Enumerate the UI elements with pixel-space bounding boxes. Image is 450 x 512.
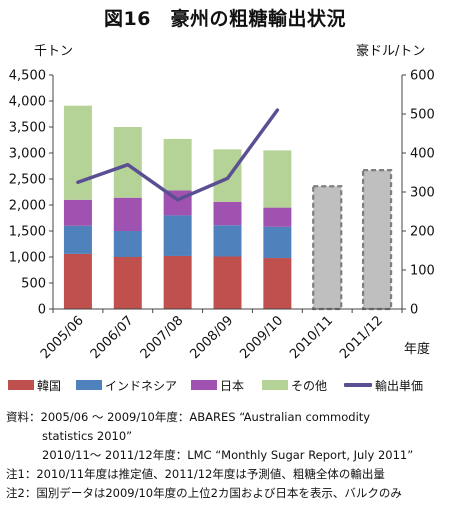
bar-indonesia-3 xyxy=(213,225,242,257)
right-tick-label-6: 600 xyxy=(410,69,435,84)
legend-item-others: その他 xyxy=(262,377,327,393)
left-tick-label-5: 2,500 xyxy=(9,173,46,188)
note-line-2: 注2：国別データは2009/10年度の上位2カ国および日本を表示、バルクのみ xyxy=(6,486,402,500)
source-line-3: 2010/11～ 2011/12年度：LMC “Monthly Sugar Re… xyxy=(42,448,414,462)
bar-korea-3 xyxy=(213,256,242,309)
legend-label-japan: 日本 xyxy=(220,378,245,393)
legend-label-korea: 韓国 xyxy=(37,378,62,393)
right-tick-label-1: 100 xyxy=(410,264,435,279)
bar-indonesia-0 xyxy=(63,225,92,254)
right-tick-label-5: 500 xyxy=(410,108,435,123)
price-line xyxy=(76,108,280,202)
x-tick-label-2: 2007/08 xyxy=(138,313,187,362)
left-tick-label-7: 3,500 xyxy=(9,121,46,136)
legend-swatch-price xyxy=(344,383,372,387)
bar-projected-5 xyxy=(312,185,343,311)
legend-label-price: 輸出単価 xyxy=(375,378,424,393)
legend-item-korea: 韓国 xyxy=(8,377,61,393)
legend-swatch-korea xyxy=(8,380,34,390)
x-tick-label-3: 2008/09 xyxy=(188,313,237,362)
source-line-2: statistics 2010” xyxy=(42,429,133,443)
bar-japan-1 xyxy=(113,197,142,231)
note-line-1: 注1：2010/11年度は推定値、2011/12年度は予測値、粗糖全体の輸出量 xyxy=(6,467,385,481)
x-tick-label-1: 2006/07 xyxy=(88,313,137,362)
bar-indonesia-1 xyxy=(113,231,142,257)
x-tick-label-5: 2010/11 xyxy=(287,313,336,362)
legend: 韓国 インドネシア 日本 その他 輸出単価 xyxy=(8,377,448,395)
x-tick-label-4: 2009/10 xyxy=(237,313,286,362)
right-tick-label-3: 300 xyxy=(410,186,435,201)
chart-title: 図16 豪州の粗糖輸出状況 xyxy=(104,8,346,30)
legend-label-others: その他 xyxy=(291,378,328,393)
legend-swatch-indonesia xyxy=(76,380,102,390)
right-tick-label-0: 0 xyxy=(410,303,418,318)
source-line-1: 資料：2005/06 ～ 2009/10年度：ABARES “Australia… xyxy=(6,410,371,424)
bar-projected-6 xyxy=(361,169,393,311)
legend-label-indonesia: インドネシア xyxy=(105,378,178,393)
legend-swatch-others xyxy=(262,380,288,390)
legend-item-indonesia: インドネシア xyxy=(76,377,177,393)
bar-others-4 xyxy=(263,150,292,208)
right-tick-label-2: 200 xyxy=(410,225,435,240)
left-tick-label-9: 4,500 xyxy=(9,69,46,84)
bar-korea-1 xyxy=(113,257,142,309)
left-tick-label-0: 0 xyxy=(38,303,46,318)
bar-japan-3 xyxy=(213,201,242,226)
legend-item-japan: 日本 xyxy=(191,377,244,393)
right-axis-unit: 豪ドル/トン xyxy=(356,44,426,59)
bar-japan-0 xyxy=(63,199,92,226)
left-tick-label-3: 1,500 xyxy=(9,225,46,240)
x-axis-unit: 年度 xyxy=(404,341,430,357)
bar-others-1 xyxy=(113,127,142,198)
bar-others-2 xyxy=(163,138,192,191)
left-tick-label-4: 2,000 xyxy=(9,199,46,214)
bar-japan-4 xyxy=(263,207,292,227)
bar-korea-0 xyxy=(63,253,92,309)
legend-swatch-japan xyxy=(191,380,217,390)
notes: 資料：2005/06 ～ 2009/10年度：ABARES “Australia… xyxy=(6,408,448,503)
bar-indonesia-2 xyxy=(163,215,192,256)
left-tick-label-1: 500 xyxy=(21,277,46,292)
right-tick-label-4: 400 xyxy=(410,147,435,162)
chart-area: 0 500 1,000 1,500 2,000 2,500 3,000 3,500 4,000 4… xyxy=(9,69,435,363)
left-tick-label-6: 3,000 xyxy=(9,147,46,162)
left-tick-label-8: 4,000 xyxy=(9,95,46,110)
legend-item-price: 輸出単価 xyxy=(344,377,423,393)
bar-indonesia-4 xyxy=(263,226,292,259)
x-tick-label-6: 2011/12 xyxy=(337,313,386,362)
left-axis-unit: 千トン xyxy=(34,44,74,59)
x-tick-label-0: 2005/06 xyxy=(38,313,87,362)
bar-korea-2 xyxy=(163,255,192,309)
bar-korea-4 xyxy=(263,258,292,309)
left-tick-label-2: 1,000 xyxy=(9,251,46,266)
bar-others-0 xyxy=(63,105,92,200)
